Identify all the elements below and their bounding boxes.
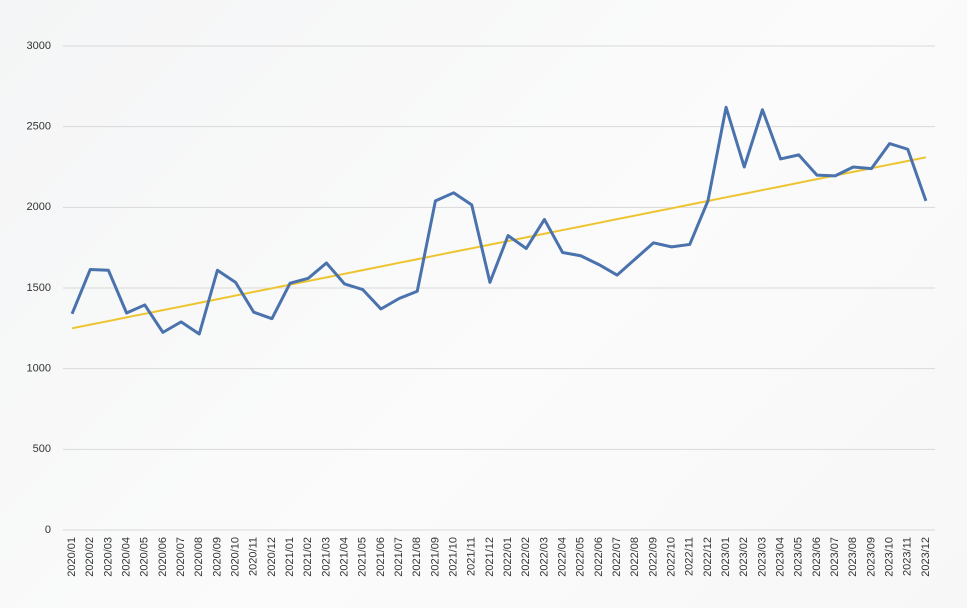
x-tick-label: 2021/12 — [484, 537, 496, 577]
x-tick-label: 2022/08 — [629, 537, 641, 577]
x-tick-label: 2020/05 — [139, 537, 151, 577]
x-tick-label: 2023/08 — [847, 537, 859, 577]
x-tick-label: 2020/11 — [248, 537, 260, 576]
x-tick-label: 2021/06 — [375, 537, 387, 577]
x-tick-label: 2023/01 — [720, 537, 732, 577]
x-tick-label: 2022/10 — [665, 537, 677, 577]
x-tick-label: 2022/06 — [593, 537, 605, 577]
x-tick-label: 2023/07 — [829, 537, 841, 577]
x-tick-label: 2022/03 — [538, 537, 550, 577]
x-tick-label: 2023/12 — [920, 537, 932, 577]
x-tick-label: 2022/09 — [647, 537, 659, 577]
x-tick-label: 2021/11 — [466, 537, 478, 576]
x-tick-label: 2021/05 — [357, 537, 369, 577]
x-tick-label: 2021/03 — [320, 537, 332, 577]
x-tick-label: 2023/06 — [811, 537, 823, 577]
x-tick-label: 2023/02 — [738, 537, 750, 577]
y-tick-label: 2500 — [27, 121, 51, 133]
series-line — [71, 156, 927, 330]
x-tick-label: 2020/02 — [84, 537, 96, 577]
x-tick-label: 2021/01 — [284, 537, 296, 577]
x-tick-label: 2020/06 — [157, 537, 169, 577]
x-tick-label: 2022/01 — [502, 537, 514, 577]
x-tick-label: 2021/09 — [429, 537, 441, 577]
x-tick-label: 2020/10 — [229, 537, 241, 577]
x-tick-label: 2020/09 — [211, 537, 223, 577]
y-tick-label: 3000 — [27, 40, 51, 52]
x-tick-label: 2020/03 — [102, 537, 114, 577]
x-tick-label: 2023/04 — [774, 537, 786, 577]
x-tick-label: 2022/04 — [556, 537, 568, 577]
x-tick-label: 2021/04 — [338, 537, 350, 577]
y-tick-label: 1500 — [27, 282, 51, 294]
x-tick-label: 2022/05 — [575, 537, 587, 577]
x-tick-label: 2023/11 — [902, 537, 914, 576]
x-tick-label: 2021/02 — [302, 537, 314, 577]
x-tick-label: 2023/09 — [865, 537, 877, 577]
x-tick-label: 2022/02 — [520, 537, 532, 577]
x-tick-label: 2020/12 — [266, 537, 278, 577]
y-tick-label: 500 — [33, 443, 51, 455]
x-tick-label: 2022/07 — [611, 537, 623, 577]
y-tick-label: 1000 — [27, 363, 51, 375]
x-tick-label: 2021/10 — [447, 537, 459, 577]
x-tick-label: 2023/03 — [756, 537, 768, 577]
x-tick-label: 2023/10 — [883, 537, 895, 577]
x-tick-label: 2020/01 — [66, 537, 78, 577]
x-tick-label: 2021/08 — [411, 537, 423, 577]
x-tick-label: 2020/07 — [175, 537, 187, 577]
x-tick-label: 2022/12 — [702, 537, 714, 577]
x-tick-label: 2023/05 — [793, 537, 805, 577]
x-tick-label: 2021/07 — [393, 537, 405, 577]
y-tick-label: 0 — [45, 524, 51, 536]
series-line — [70, 105, 928, 336]
x-tick-label: 2020/08 — [193, 537, 205, 577]
x-tick-label: 2020/04 — [120, 537, 132, 577]
x-tick-label: 2022/11 — [684, 537, 696, 576]
y-tick-label: 2000 — [27, 201, 51, 213]
